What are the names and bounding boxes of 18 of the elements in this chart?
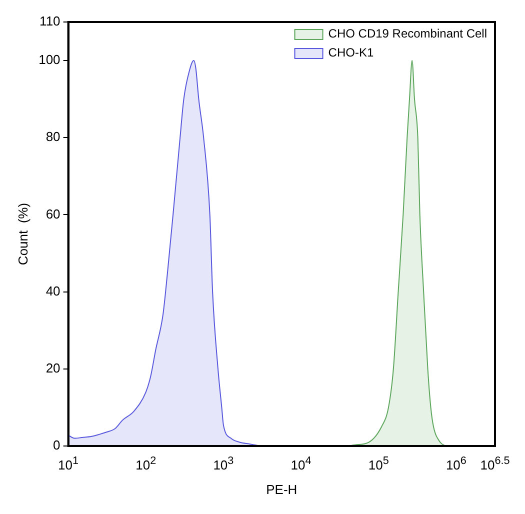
y-tick-label: 100	[38, 52, 60, 68]
x-tick-label: 10$^{1}$	[58, 454, 79, 474]
x-axis-title: PE-H	[266, 482, 298, 497]
y-tick-label: 20	[46, 360, 60, 376]
x-tick-label: 10$^{6}$	[446, 454, 466, 474]
y-tick-label: 0	[53, 438, 60, 453]
y-axis-title: Count (%)	[15, 202, 30, 266]
x-tick-label: 10$^{2}$	[136, 454, 156, 474]
x-tick-label: 10$^{4}$	[290, 454, 312, 474]
x-tick-label: 10$^{3}$	[213, 454, 234, 474]
y-tick-label: 80	[46, 129, 60, 144]
x-tick-label: 10$^{6.5}$	[480, 454, 510, 474]
y-tick-label: 60	[46, 206, 60, 222]
legend-label: CHO CD19 Recombinant Cell	[328, 26, 488, 40]
x-tick-label: 10$^{5}$	[368, 454, 389, 474]
y-tick-label: 40	[46, 283, 60, 298]
legend-label: CHO-K1	[328, 45, 374, 60]
y-tick-label: 110	[40, 14, 60, 29]
